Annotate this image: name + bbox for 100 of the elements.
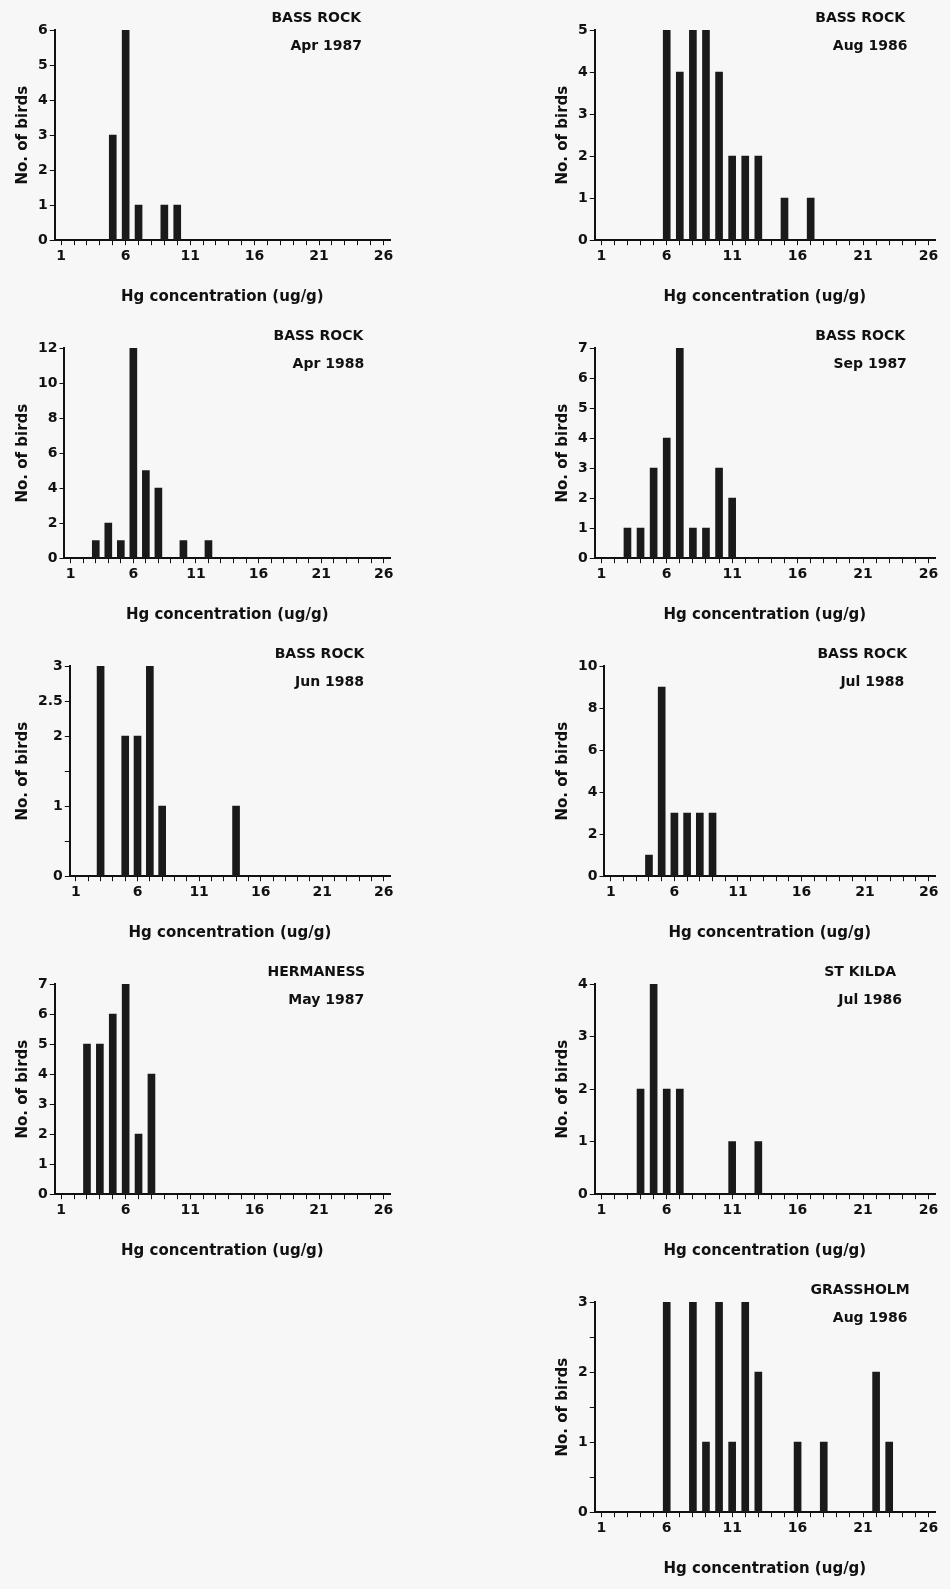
y-tick-label: 2 <box>577 146 588 163</box>
y-axis-title: No. of birds <box>552 403 571 503</box>
x-tick-label: 6 <box>669 883 680 900</box>
y-tick-label: 6 <box>47 443 58 460</box>
y-tick-label: 1 <box>577 1432 588 1449</box>
x-tick-label: 16 <box>250 883 271 900</box>
text: Jul 1986 <box>837 990 903 1007</box>
y-axis-title: No. of birds <box>552 85 571 185</box>
x-tick-label: 21 <box>853 1519 873 1536</box>
x-tick-label: 16 <box>244 247 265 264</box>
text: Jul 1988 <box>839 672 905 689</box>
y-tick-label: 0 <box>577 230 588 247</box>
x-tick-label: 26 <box>374 565 394 582</box>
text: May 1987 <box>288 990 365 1007</box>
y-tick-label: 4 <box>577 974 588 991</box>
x-tick-label: 6 <box>132 883 143 900</box>
y-tick-label: 5 <box>37 1034 48 1051</box>
y-axis-title: No. of birds <box>552 721 571 821</box>
y-tick-label: 0 <box>37 230 48 247</box>
x-tick-label: 16 <box>787 247 808 264</box>
x-tick-label: 21 <box>855 883 875 900</box>
chart-title: BASS ROCK <box>815 326 907 343</box>
y-tick-label: 3 <box>53 656 63 673</box>
x-tick-label: 21 <box>312 883 333 900</box>
y-axis-title: No. of birds <box>552 1039 571 1139</box>
y-tick-label: 6 <box>587 740 598 757</box>
chart-title: BASS ROCK <box>815 8 907 25</box>
x-axis-title: Hg concentration (ug/g) <box>121 286 324 305</box>
y-tick-label: 4 <box>577 62 588 79</box>
y-tick-label: 4 <box>37 1064 48 1081</box>
y-tick-label: 2 <box>577 488 588 505</box>
y-tick-label: 6 <box>37 1004 48 1021</box>
y-tick-label: 2 <box>53 726 63 743</box>
y-tick-label: 0 <box>577 1184 588 1201</box>
x-tick-label: 21 <box>309 247 329 264</box>
text: Apr 1988 <box>292 354 365 371</box>
y-tick-label: 0 <box>577 1502 588 1519</box>
y-tick-label: 4 <box>37 90 48 107</box>
x-tick-label: 11 <box>722 1201 742 1218</box>
x-tick-label: 11 <box>189 883 209 900</box>
x-tick-label: 6 <box>661 1201 672 1218</box>
x-tick-label: 6 <box>120 1201 131 1218</box>
y-tick-label: 8 <box>47 408 58 425</box>
y-tick-label: 0 <box>587 866 598 883</box>
x-axis-title: Hg concentration (ug/g) <box>663 286 867 305</box>
x-tick-label: 16 <box>248 565 269 582</box>
y-axis-title: No. of birds <box>12 85 31 185</box>
x-tick-label: 16 <box>787 565 808 582</box>
x-tick-label: 26 <box>918 1519 939 1536</box>
x-tick-label: 1 <box>71 883 81 900</box>
y-tick-label: 2 <box>577 1079 588 1096</box>
y-tick-label: 2 <box>37 1124 48 1141</box>
x-tick-label: 26 <box>373 1201 394 1218</box>
y-axis-title: No. of birds <box>12 721 31 821</box>
x-tick-label: 16 <box>244 1201 265 1218</box>
x-tick-label: 11 <box>180 1201 200 1218</box>
y-tick-label: 8 <box>587 698 598 715</box>
y-tick-label: 7 <box>577 338 588 355</box>
x-tick-label: 16 <box>787 1201 808 1218</box>
text: Aug 1986 <box>832 36 908 53</box>
x-tick-label: 21 <box>309 1201 329 1218</box>
y-tick-label: 6 <box>37 20 48 37</box>
y-tick-label: 1 <box>577 188 588 205</box>
x-tick-label: 1 <box>65 565 76 582</box>
x-tick-label: 6 <box>128 565 139 582</box>
text: Sep 1987 <box>833 354 907 371</box>
x-tick-label: 26 <box>918 565 939 582</box>
y-tick-label: 0 <box>47 548 58 565</box>
y-tick-label: 3 <box>577 458 588 475</box>
x-tick-label: 21 <box>853 1201 873 1218</box>
x-tick-label: 16 <box>791 883 812 900</box>
x-tick-label: 11 <box>722 565 742 582</box>
x-tick-label: 16 <box>787 1519 808 1536</box>
y-tick-label: 0 <box>577 548 588 565</box>
y-tick-label: 10 <box>578 656 598 673</box>
x-axis-title: Hg concentration (ug/g) <box>668 922 872 941</box>
x-tick-label: 6 <box>661 1519 672 1536</box>
x-tick-label: 11 <box>186 565 206 582</box>
y-tick-label: 2 <box>577 1362 588 1379</box>
x-tick-label: 26 <box>918 1201 939 1218</box>
y-tick-label: 3 <box>577 1292 588 1309</box>
y-tick-label: 2.5 <box>37 691 63 708</box>
chart-title: HERMANESS <box>267 962 366 979</box>
x-axis-title: Hg concentration (ug/g) <box>663 604 867 623</box>
y-tick-label: 0 <box>37 1184 48 1201</box>
text: Apr 1987 <box>290 36 363 53</box>
x-tick-label: 26 <box>373 247 394 264</box>
y-tick-label: 6 <box>577 368 588 385</box>
x-tick-label: 6 <box>120 247 131 264</box>
y-tick-label: 4 <box>587 782 598 799</box>
y-tick-label: 5 <box>577 398 588 415</box>
x-tick-label: 11 <box>722 247 742 264</box>
x-axis-title: Hg concentration (ug/g) <box>128 922 332 941</box>
y-tick-label: 1 <box>577 518 588 535</box>
x-tick-label: 6 <box>661 247 672 264</box>
chart-title: BASS ROCK <box>271 8 363 25</box>
chart-title: GRASSHOLM <box>810 1280 910 1297</box>
y-tick-label: 1 <box>53 796 63 813</box>
x-tick-label: 21 <box>853 565 873 582</box>
y-tick-label: 12 <box>38 338 58 355</box>
